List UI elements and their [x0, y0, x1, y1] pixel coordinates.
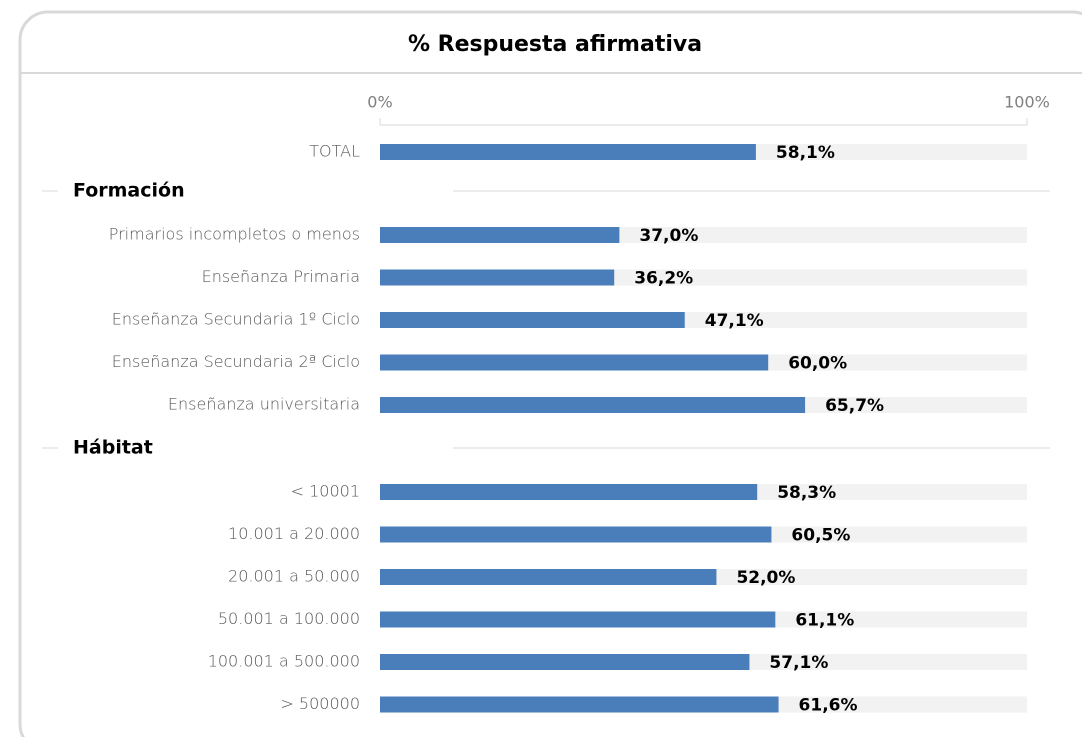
category-label: Enseñanza universitaria	[168, 395, 360, 414]
group-header: Formación	[73, 180, 185, 202]
bar	[380, 312, 685, 328]
category-label: Primarios incompletos o menos	[109, 225, 360, 244]
value-label: 60,0%	[788, 354, 847, 374]
value-label: 36,2%	[634, 269, 693, 289]
value-label: 37,0%	[639, 226, 698, 246]
value-label: 52,0%	[736, 568, 795, 588]
value-label: 61,1%	[795, 611, 854, 631]
card	[18, 10, 1082, 737]
bar	[380, 144, 756, 160]
bar	[380, 696, 779, 713]
x-tick-label: 0%	[367, 93, 392, 112]
bar	[380, 611, 776, 628]
value-label: 60,5%	[791, 526, 850, 546]
category-label: 100.001 a 500.000	[208, 652, 360, 671]
bar	[380, 569, 717, 585]
value-label: 57,1%	[769, 653, 828, 673]
category-label: Enseñanza Primaria	[202, 267, 360, 286]
category-label: 20.001 a 50.000	[228, 567, 360, 586]
bar	[380, 269, 615, 286]
category-label: < 10001	[291, 482, 360, 501]
value-label: 58,3%	[777, 483, 836, 503]
bar	[380, 484, 758, 500]
bar	[380, 354, 769, 371]
group-header: Hábitat	[73, 437, 153, 459]
category-label: TOTAL	[309, 142, 360, 161]
bar	[380, 654, 750, 670]
value-label: 65,7%	[825, 396, 884, 416]
x-tick-label: 100%	[1004, 93, 1050, 112]
category-label: Enseñanza Secundaria 2ª Ciclo	[112, 352, 360, 371]
chart-title: % Respuesta afirmativa	[408, 32, 702, 57]
category-label: 10.001 a 20.000	[228, 524, 360, 543]
value-label: 61,6%	[799, 696, 858, 716]
value-label: 47,1%	[705, 311, 764, 331]
category-label: 50.001 a 100.000	[218, 609, 360, 628]
bar	[380, 397, 806, 413]
category-label: Enseñanza Secundaria 1º Ciclo	[112, 310, 360, 329]
bar	[380, 526, 772, 543]
bar	[380, 227, 620, 243]
category-label: > 500000	[280, 694, 360, 713]
value-label: 58,1%	[776, 143, 835, 163]
